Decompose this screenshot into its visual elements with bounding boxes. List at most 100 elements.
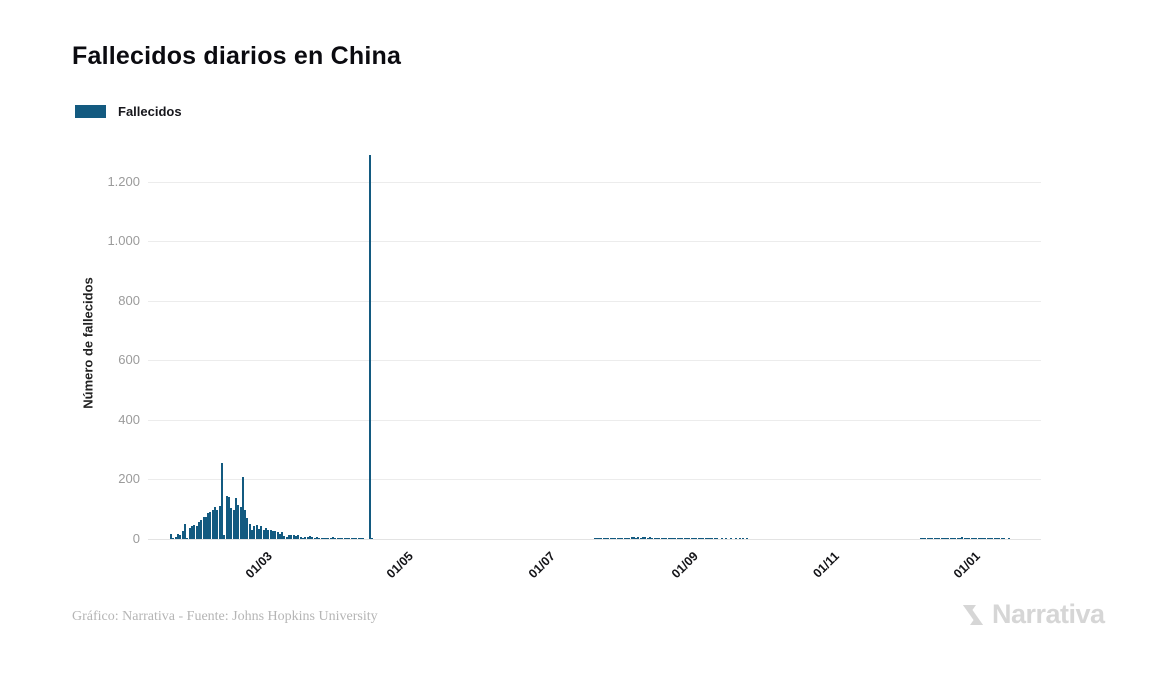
x-tick-label: 01/11 [810, 549, 843, 581]
bar [605, 538, 608, 539]
bar [688, 538, 691, 539]
bar [996, 538, 999, 539]
bar [283, 535, 286, 539]
bar [204, 517, 207, 539]
bar [371, 538, 374, 539]
y-tick-label: 0 [132, 531, 140, 546]
bar [635, 537, 638, 539]
bar [683, 538, 686, 539]
bar [593, 538, 596, 539]
bar [343, 538, 346, 539]
bar [253, 525, 256, 539]
bar [184, 524, 186, 539]
bar [195, 525, 198, 539]
bar [952, 537, 955, 539]
bar [255, 524, 258, 539]
bar [304, 536, 307, 539]
gridline [148, 539, 1041, 540]
y-tick-label: 1.000 [107, 233, 140, 249]
bar [216, 510, 219, 539]
bar [667, 538, 670, 539]
bar [949, 537, 952, 539]
bar [639, 537, 642, 539]
bar [926, 538, 929, 539]
bar [968, 538, 971, 539]
bar [602, 538, 605, 539]
bar [223, 535, 226, 539]
y-tick-label: 400 [118, 411, 140, 427]
bar [986, 538, 989, 539]
bar [197, 522, 200, 539]
bar [704, 538, 707, 539]
y-tick-label: 600 [118, 352, 140, 368]
bar [193, 525, 196, 539]
bar [341, 538, 344, 539]
footer-credit: Gráfico: Narrativa - Fuente: Johns Hopki… [72, 609, 378, 624]
bar [993, 538, 996, 539]
gridline [148, 181, 1041, 183]
bar [956, 538, 959, 539]
bar [933, 538, 936, 539]
bar [741, 538, 744, 539]
bar [644, 537, 647, 539]
bar [928, 538, 931, 539]
bar [218, 505, 221, 539]
bar [739, 538, 742, 539]
bar [618, 537, 621, 539]
bar [959, 537, 962, 539]
bar [211, 510, 214, 539]
bar [232, 509, 235, 539]
bar [325, 537, 328, 539]
bar [1002, 538, 1005, 539]
bar [669, 538, 672, 539]
bar [246, 517, 249, 539]
x-tick-label: 01/05 [384, 549, 417, 582]
narrativa-n-icon [963, 604, 983, 625]
bar [313, 537, 316, 539]
bar [729, 538, 732, 539]
bar [359, 538, 362, 539]
x-tick-label: 01/07 [525, 549, 558, 582]
bar [225, 496, 228, 539]
bar [262, 529, 265, 539]
bar [332, 536, 335, 539]
bar [329, 537, 332, 539]
gridline [148, 300, 1041, 302]
bar [989, 538, 992, 539]
bar [221, 463, 224, 539]
bar [251, 530, 254, 539]
bar [612, 538, 614, 539]
bar [725, 538, 728, 539]
bar [276, 532, 279, 539]
gridline [148, 241, 1041, 243]
gridline [148, 360, 1041, 362]
bar [214, 506, 217, 539]
bar [271, 530, 274, 539]
bar [713, 538, 716, 539]
bar [686, 538, 689, 539]
bar [681, 538, 684, 539]
narrativa-wordmark: Narrativa [992, 599, 1105, 629]
bar [357, 538, 360, 539]
bar [339, 537, 342, 539]
bar [649, 537, 652, 539]
bar [369, 154, 372, 539]
bar [336, 538, 339, 539]
bar [931, 538, 934, 539]
bar [623, 537, 626, 539]
bar [320, 538, 323, 539]
bar [200, 519, 203, 539]
bar [600, 538, 603, 539]
bar [334, 537, 337, 539]
bar [241, 477, 244, 539]
bar [977, 538, 980, 539]
bar [350, 538, 353, 539]
bar [935, 538, 938, 539]
bar [746, 538, 749, 539]
bar [628, 537, 631, 539]
bar [181, 531, 184, 539]
bar [170, 533, 173, 539]
bar [355, 538, 358, 539]
bar [922, 538, 924, 539]
bar [979, 538, 982, 539]
